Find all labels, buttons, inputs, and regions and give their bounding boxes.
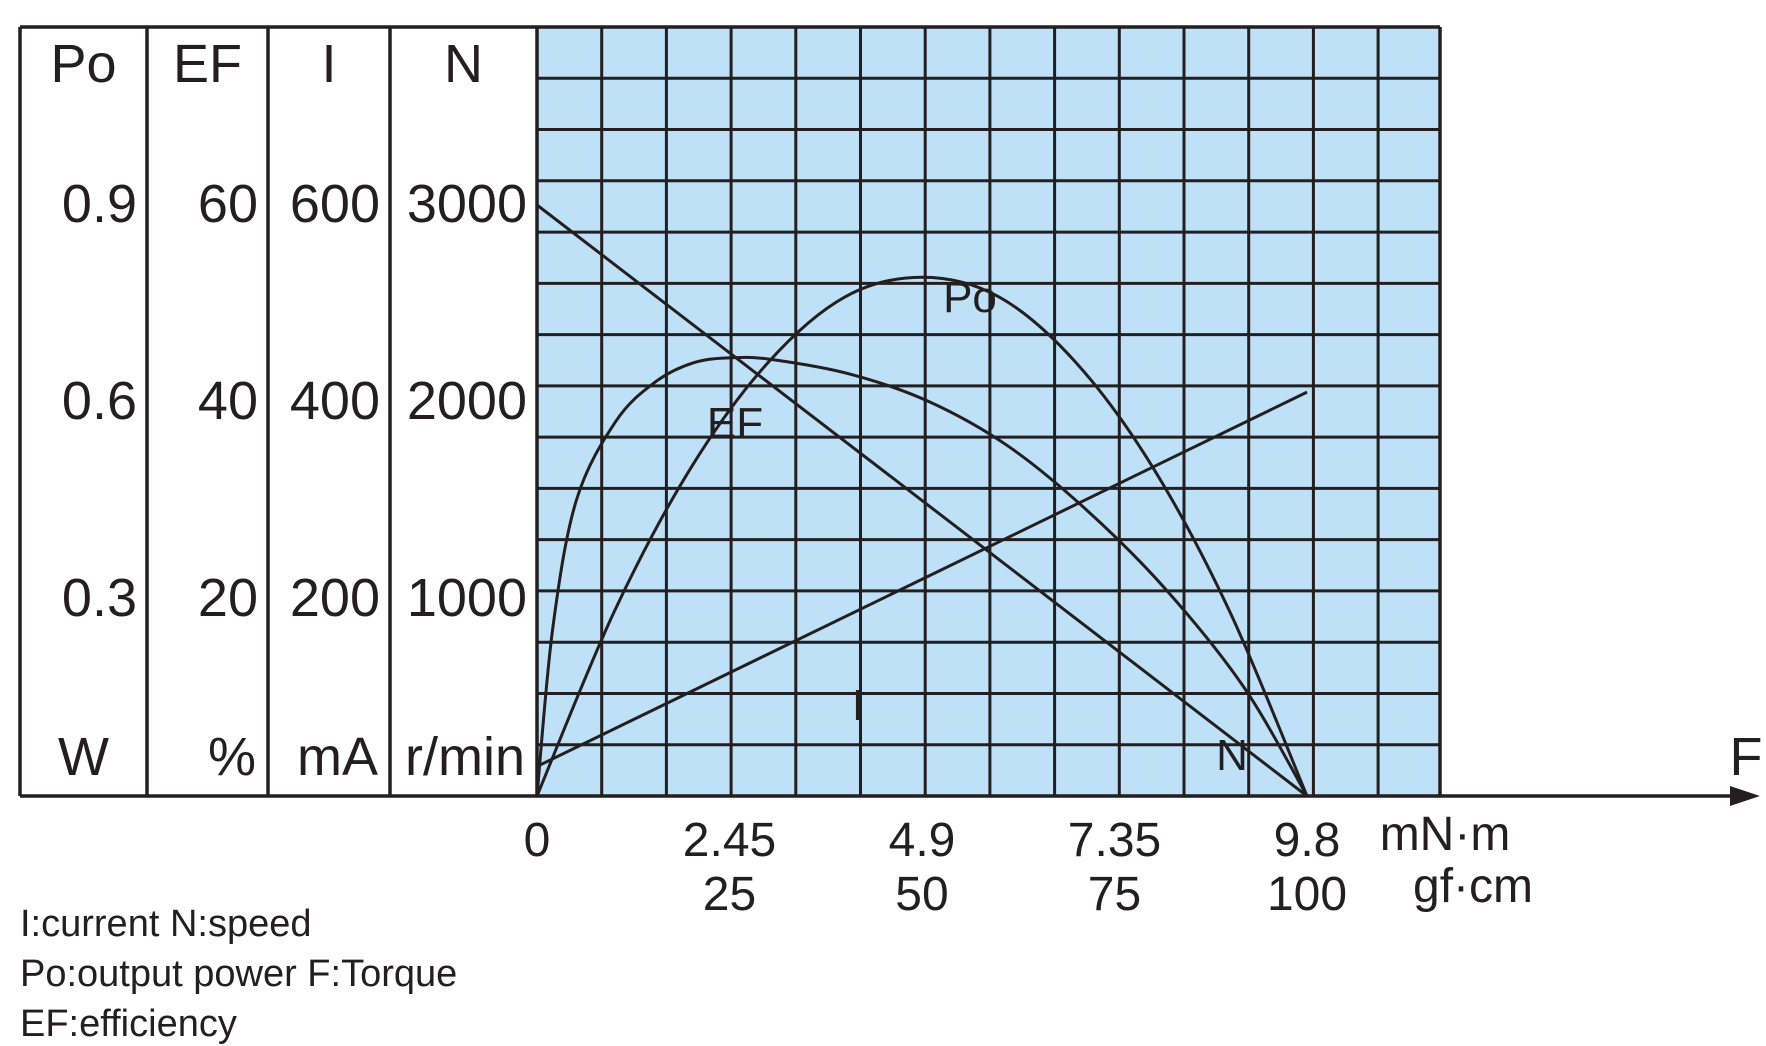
y-tick-label-po: 0.9 bbox=[62, 174, 137, 234]
y-tick-label-i: 200 bbox=[290, 568, 380, 628]
legend-line-1: I:current N:speed bbox=[20, 903, 311, 945]
y-axis-title-n: N bbox=[444, 34, 483, 94]
y-tick-label-ef: 20 bbox=[198, 568, 258, 628]
x-axis-unit-primary: mN·m bbox=[1380, 808, 1511, 861]
x-tick-label-primary: 4.9 bbox=[889, 814, 956, 867]
x-tick-label-secondary: 50 bbox=[895, 868, 948, 921]
y-axis-title-po: Po bbox=[50, 34, 116, 94]
legend-line-2: Po:output power F:Torque bbox=[20, 953, 457, 995]
series-label-i: I bbox=[852, 681, 864, 730]
x-axis-unit-secondary: gf·cm bbox=[1413, 860, 1533, 913]
series-line-i bbox=[536, 390, 1308, 768]
series-line-ef bbox=[535, 355, 1309, 797]
legend-line-3: EF:efficiency bbox=[20, 1003, 237, 1045]
y-axis-title-i: I bbox=[321, 34, 336, 94]
x-tick-label-secondary: 25 bbox=[703, 868, 756, 921]
x-axis-arrow-icon bbox=[1730, 786, 1760, 806]
y-axis-unit-ef: % bbox=[208, 727, 256, 787]
y-tick-label-n: 1000 bbox=[407, 568, 527, 628]
y-tick-label-ef: 40 bbox=[198, 371, 258, 431]
x-tick-label-primary: 0 bbox=[524, 814, 551, 867]
series-line-po bbox=[535, 275, 1309, 797]
y-tick-label-n: 3000 bbox=[407, 174, 527, 234]
y-tick-label-i: 400 bbox=[290, 371, 380, 431]
x-tick-label-secondary: 100 bbox=[1267, 868, 1347, 921]
series-label-po: Po bbox=[943, 273, 997, 322]
y-axis-unit-n: r/min bbox=[405, 727, 525, 787]
x-axis-title: F bbox=[1730, 727, 1763, 787]
y-axis-unit-i: mA bbox=[297, 727, 378, 787]
x-tick-label-primary: 9.8 bbox=[1274, 814, 1341, 867]
y-axis-unit-po: W bbox=[58, 727, 109, 787]
y-axis-title-ef: EF bbox=[173, 34, 242, 94]
x-tick-label-primary: 7.35 bbox=[1068, 814, 1161, 867]
series-line-n bbox=[536, 203, 1308, 798]
x-tick-label-primary: 2.45 bbox=[683, 814, 776, 867]
series-label-ef: EF bbox=[707, 399, 763, 448]
y-tick-label-po: 0.6 bbox=[62, 371, 137, 431]
y-tick-label-i: 600 bbox=[290, 174, 380, 234]
x-tick-label-secondary: 75 bbox=[1088, 868, 1141, 921]
y-tick-label-ef: 60 bbox=[198, 174, 258, 234]
y-tick-label-po: 0.3 bbox=[62, 568, 137, 628]
series-label-n: N bbox=[1216, 731, 1248, 780]
y-tick-label-n: 2000 bbox=[407, 371, 527, 431]
